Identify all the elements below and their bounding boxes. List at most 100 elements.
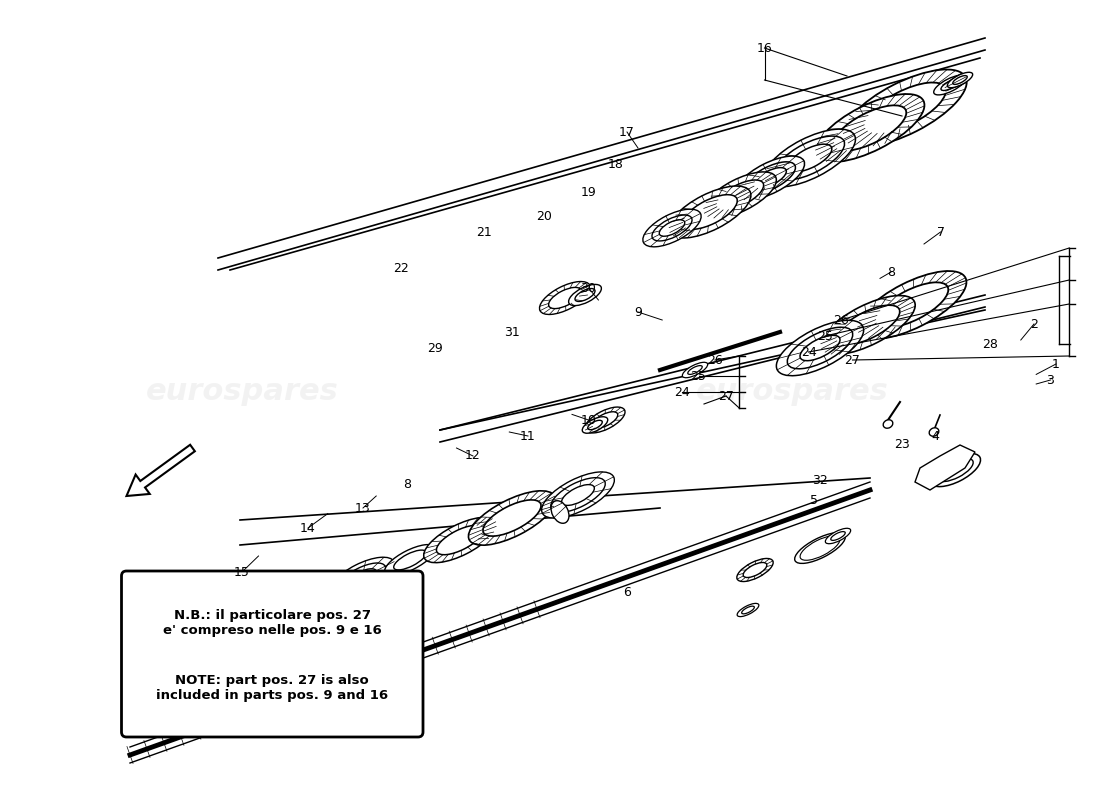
- Ellipse shape: [575, 289, 595, 302]
- Text: NOTE: part pos. 27 is also
included in parts pos. 9 and 16: NOTE: part pos. 27 is also included in p…: [156, 674, 388, 702]
- Text: 23: 23: [894, 438, 910, 450]
- Text: 26: 26: [834, 314, 849, 326]
- Ellipse shape: [329, 558, 395, 598]
- Ellipse shape: [424, 518, 496, 562]
- Text: 4: 4: [931, 430, 939, 442]
- Text: 21: 21: [476, 226, 492, 238]
- Ellipse shape: [745, 162, 795, 194]
- Ellipse shape: [825, 528, 850, 544]
- Ellipse shape: [804, 538, 836, 558]
- Ellipse shape: [800, 536, 840, 560]
- Ellipse shape: [541, 472, 615, 518]
- Text: 32: 32: [812, 474, 827, 486]
- Text: 30: 30: [581, 282, 596, 294]
- Text: 24: 24: [801, 346, 816, 358]
- Ellipse shape: [282, 573, 362, 623]
- Ellipse shape: [844, 70, 967, 146]
- Ellipse shape: [587, 420, 603, 430]
- Text: 25: 25: [691, 370, 706, 382]
- Text: 7: 7: [936, 226, 945, 238]
- Ellipse shape: [469, 491, 556, 545]
- Ellipse shape: [858, 271, 967, 339]
- Ellipse shape: [688, 366, 702, 374]
- Ellipse shape: [683, 194, 737, 230]
- Ellipse shape: [744, 562, 767, 578]
- Text: 10: 10: [581, 414, 596, 426]
- Ellipse shape: [737, 558, 773, 582]
- Ellipse shape: [937, 458, 974, 482]
- Ellipse shape: [834, 106, 906, 150]
- Ellipse shape: [776, 136, 845, 180]
- Ellipse shape: [716, 180, 763, 210]
- Ellipse shape: [551, 501, 569, 523]
- Ellipse shape: [296, 582, 349, 614]
- Ellipse shape: [642, 209, 701, 247]
- Ellipse shape: [190, 606, 285, 665]
- Ellipse shape: [585, 407, 625, 433]
- Ellipse shape: [652, 215, 692, 241]
- Ellipse shape: [704, 172, 777, 218]
- Ellipse shape: [737, 603, 759, 617]
- Text: 1: 1: [1052, 358, 1060, 370]
- Text: eurospares: eurospares: [695, 378, 889, 406]
- Ellipse shape: [789, 144, 832, 172]
- Text: 31: 31: [504, 326, 519, 338]
- Text: 3: 3: [1046, 374, 1055, 386]
- Ellipse shape: [549, 287, 582, 309]
- Polygon shape: [126, 445, 195, 496]
- Ellipse shape: [669, 186, 751, 238]
- Ellipse shape: [437, 526, 484, 554]
- Ellipse shape: [947, 72, 972, 88]
- Text: 12: 12: [465, 450, 481, 462]
- Ellipse shape: [262, 600, 309, 630]
- Text: 13: 13: [355, 502, 371, 514]
- Ellipse shape: [207, 616, 268, 654]
- Text: 8: 8: [887, 266, 895, 278]
- Ellipse shape: [736, 156, 804, 200]
- Ellipse shape: [930, 454, 980, 486]
- Ellipse shape: [741, 606, 755, 614]
- Ellipse shape: [682, 362, 707, 378]
- Text: 6: 6: [623, 586, 631, 598]
- Polygon shape: [915, 445, 975, 490]
- Text: 29: 29: [427, 342, 442, 354]
- Ellipse shape: [592, 412, 618, 428]
- Ellipse shape: [551, 478, 605, 512]
- Text: N.B.: il particolare pos. 27
e' compreso nelle pos. 9 e 16: N.B.: il particolare pos. 27 e' compreso…: [163, 609, 382, 637]
- Ellipse shape: [934, 75, 966, 95]
- Ellipse shape: [539, 282, 591, 314]
- Ellipse shape: [836, 305, 900, 345]
- Ellipse shape: [953, 75, 967, 85]
- Text: 16: 16: [757, 42, 772, 54]
- Ellipse shape: [659, 220, 685, 236]
- Ellipse shape: [883, 420, 893, 428]
- Text: 15: 15: [234, 566, 250, 578]
- Text: 26: 26: [707, 354, 723, 366]
- Ellipse shape: [562, 485, 594, 506]
- Ellipse shape: [777, 320, 864, 376]
- Text: 24: 24: [674, 386, 690, 398]
- Ellipse shape: [483, 500, 541, 536]
- Text: 5: 5: [810, 494, 818, 506]
- FancyBboxPatch shape: [121, 571, 424, 737]
- Text: 20: 20: [537, 210, 552, 222]
- Text: 11: 11: [520, 430, 536, 442]
- Text: 27: 27: [718, 390, 734, 402]
- Ellipse shape: [764, 129, 856, 187]
- Text: 19: 19: [581, 186, 596, 198]
- Ellipse shape: [788, 327, 853, 369]
- Text: 8: 8: [403, 478, 411, 490]
- Ellipse shape: [339, 563, 386, 593]
- Ellipse shape: [582, 417, 608, 434]
- Ellipse shape: [930, 428, 938, 436]
- Ellipse shape: [754, 168, 786, 188]
- Ellipse shape: [800, 335, 840, 361]
- Ellipse shape: [830, 531, 845, 541]
- Ellipse shape: [348, 569, 376, 587]
- Ellipse shape: [865, 82, 946, 134]
- Ellipse shape: [394, 550, 427, 570]
- Ellipse shape: [821, 295, 915, 354]
- Text: 25: 25: [817, 330, 833, 342]
- Ellipse shape: [815, 94, 924, 162]
- Ellipse shape: [876, 282, 948, 328]
